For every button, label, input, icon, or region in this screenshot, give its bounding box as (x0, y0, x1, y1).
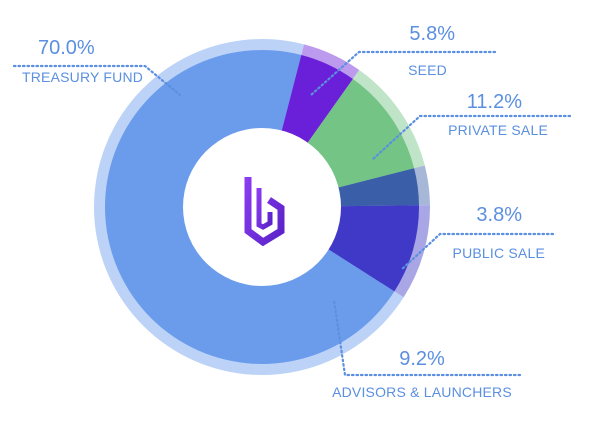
leader-line (399, 232, 555, 272)
data-label-percent: 11.2% (467, 91, 522, 113)
leader-line (370, 114, 572, 162)
data-label-name: PRIVATE SALE (448, 122, 548, 138)
data-label-percent: 3.8% (476, 204, 522, 226)
data-label-percent: 70.0% (38, 37, 95, 59)
callout-treasury-fund: 70.0% TREASURY FUND (12, 37, 182, 97)
data-label-name: PUBLIC SALE (453, 245, 545, 261)
brand-logo-icon (244, 177, 285, 247)
leader-line (12, 64, 182, 97)
callout-private-sale: 11.2% PRIVATE SALE (370, 91, 572, 162)
callout-advisors-launchers: 9.2% ADVISORS & LAUNCHERS (332, 298, 522, 400)
data-label-name: ADVISORS & LAUNCHERS (332, 384, 512, 400)
data-label-name: SEED (408, 62, 447, 78)
leader-line (309, 50, 497, 97)
callout-public-sale: 3.8% PUBLIC SALE (399, 204, 555, 272)
data-label-percent: 9.2% (399, 348, 445, 370)
donut-hole (183, 128, 341, 286)
leader-line (332, 298, 522, 377)
data-label-percent: 5.8% (409, 23, 455, 45)
data-label-name: TREASURY FUND (22, 69, 143, 85)
callout-seed: 5.8% SEED (309, 23, 497, 97)
